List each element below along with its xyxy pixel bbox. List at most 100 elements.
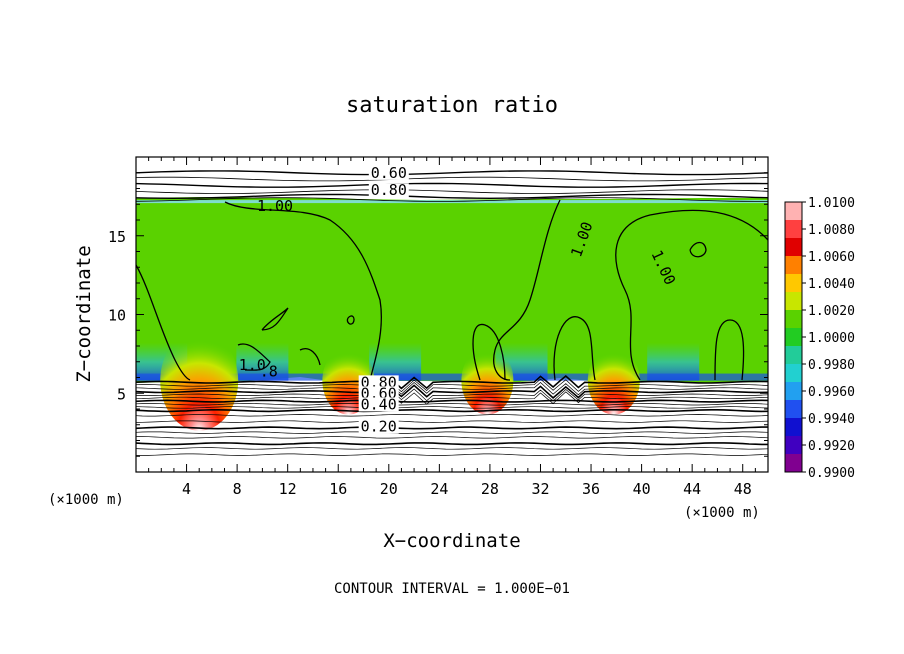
lower-contour-line-8 xyxy=(136,406,768,409)
colorbar-label-9: 0.9920 xyxy=(808,439,855,454)
upper-contour-line-3 xyxy=(136,189,768,194)
contour-label-9: 1.0 xyxy=(239,356,266,374)
contour-lines xyxy=(136,170,768,456)
saturation-contour-4 xyxy=(472,323,506,381)
colorbar-label-3: 1.0040 xyxy=(808,277,855,292)
upper-contour-line-1 xyxy=(136,176,768,182)
colorbar-swatch-10 xyxy=(785,382,802,401)
colorbar-swatch-1 xyxy=(785,220,802,239)
colorbar-swatch-2 xyxy=(785,238,802,257)
x-tick-label-3: 16 xyxy=(329,480,347,498)
lower-contour-line-10 xyxy=(136,414,768,417)
contour-label-bg xyxy=(368,165,409,180)
x-axis-label: X−coordinate xyxy=(383,530,520,552)
contour-label-7: 0.40 xyxy=(358,395,399,413)
lower-contour-line-15 xyxy=(136,442,768,446)
lower-contour-line-6 xyxy=(136,399,768,403)
contour-label-bg xyxy=(358,419,399,434)
lower-contour-line-13 xyxy=(136,431,768,434)
colorbar-swatch-6 xyxy=(785,310,802,329)
colorbar-swatch-3 xyxy=(785,256,802,275)
lower-contour-line-14 xyxy=(136,436,768,439)
colorbar-swatch-13 xyxy=(785,436,802,455)
colorbar-swatch-9 xyxy=(785,364,802,383)
x-tick-label-4: 20 xyxy=(380,480,398,498)
saturation-contour-6 xyxy=(553,316,596,381)
contour-label-bg xyxy=(368,183,409,198)
saturation-contour-0 xyxy=(224,201,383,381)
lower-contour-line-3 xyxy=(136,384,768,399)
x-unit-label-left: (×1000 m) xyxy=(48,492,124,508)
colorbar-label-4: 1.0020 xyxy=(808,304,855,319)
contour-label-text: 0.20 xyxy=(361,417,397,435)
y-tick-label-2: 15 xyxy=(108,228,126,246)
contour-interval-note: CONTOUR INTERVAL = 1.000E−01 xyxy=(334,581,570,597)
contour-label-text: 1.00 xyxy=(257,197,293,215)
colorbar: 1.0100 1.0080 1.0060 1.0040 1.0020 1.0000 0.99… xyxy=(784,196,855,481)
saturation-contour-9 xyxy=(261,307,289,331)
saturation-contour-3 xyxy=(136,264,191,381)
saturation-contour-11 xyxy=(299,348,321,366)
colorbar-label-0: 1.0100 xyxy=(808,196,855,211)
colorbar-swatch-7 xyxy=(785,328,802,347)
x-tick-label-6: 28 xyxy=(481,480,499,498)
lower-contour-line-2 xyxy=(136,382,768,396)
saturation-contour-1 xyxy=(493,199,561,381)
lower-contour-line-5 xyxy=(136,391,768,405)
saturation-contour-8 xyxy=(346,315,355,325)
lower-contour-line-1 xyxy=(136,378,768,393)
contour-label-text: 1.0 xyxy=(239,356,266,374)
colorbar-label-6: 0.9980 xyxy=(808,358,855,373)
x-tick-label-10: 44 xyxy=(683,480,701,498)
moist-hotspot-0 xyxy=(160,330,239,431)
colorbar-swatch-11 xyxy=(785,400,802,419)
contour-label-bg xyxy=(358,375,399,390)
x-tick-label-7: 32 xyxy=(531,480,549,498)
contour-label-text: 0.40 xyxy=(361,395,397,413)
chart-title: saturation ratio xyxy=(346,93,558,118)
x-tick-label-8: 36 xyxy=(582,480,600,498)
upper-contour-line-5 xyxy=(136,197,768,202)
lower-contour-line-4 xyxy=(136,388,768,402)
cold-strip xyxy=(136,373,768,381)
contour-label-text: 0.60 xyxy=(371,164,407,182)
y-tick-label-0: 5 xyxy=(117,385,126,403)
lower-contour-line-17 xyxy=(136,453,768,456)
x-tick-label-0: 4 xyxy=(182,480,191,498)
colorbar-label-2: 1.0060 xyxy=(808,250,855,265)
lower-contour-line-9 xyxy=(136,409,768,413)
saturation-contour-10 xyxy=(237,343,271,371)
contour-label-8: 0.20 xyxy=(358,417,399,435)
colorbar-label-7: 0.9960 xyxy=(808,385,855,400)
saturation-contour-7 xyxy=(689,241,707,258)
plot-area xyxy=(136,157,768,472)
colorbar-swatch-8 xyxy=(785,346,802,365)
contour-label-2: 1.00 xyxy=(257,197,293,215)
contour-label-10: .8 xyxy=(260,362,278,380)
x-tick-label-1: 8 xyxy=(233,480,242,498)
contour-label-1: 0.80 xyxy=(368,181,409,199)
upper-contour-line-0 xyxy=(136,170,768,176)
saturation-contour-2 xyxy=(615,209,768,381)
colorbar-swatch-0 xyxy=(785,202,802,221)
contour-label-text: 0.80 xyxy=(371,181,407,199)
lower-contour-line-7 xyxy=(136,403,768,406)
contour-label-text: .8 xyxy=(260,362,278,380)
colorbar-swatch-14 xyxy=(785,454,802,473)
y-axis-label: Z−coordinate xyxy=(73,245,95,382)
colorbar-label-10: 0.9900 xyxy=(808,466,855,481)
x-unit-label-right: (×1000 m) xyxy=(684,505,760,521)
saturation-contour-5 xyxy=(714,319,745,381)
lower-contour-line-0 xyxy=(136,374,768,390)
x-tick-label-2: 12 xyxy=(279,480,297,498)
contour-label-bg xyxy=(358,397,399,412)
colorbar-swatch-5 xyxy=(785,292,802,311)
x-tick-label-9: 40 xyxy=(633,480,651,498)
lower-contour-line-12 xyxy=(136,426,768,430)
upper-contour-line-2 xyxy=(136,182,768,188)
colorbar-swatch-4 xyxy=(785,274,802,293)
colorbar-swatch-12 xyxy=(785,418,802,437)
colorbar-label-8: 0.9940 xyxy=(808,412,855,427)
